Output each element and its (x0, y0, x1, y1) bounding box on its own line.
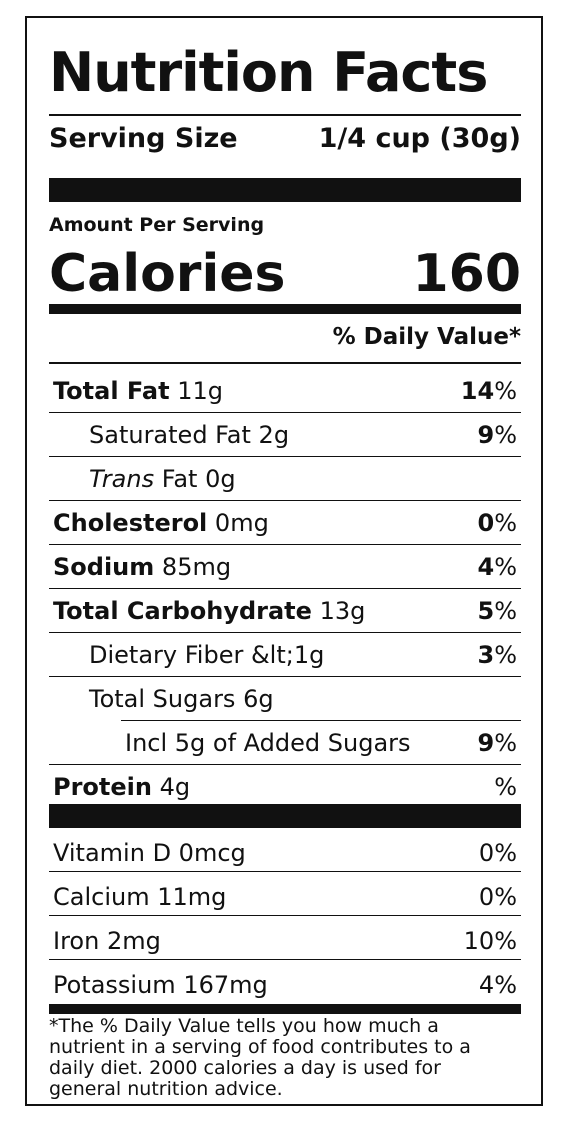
dv-symbol: % (494, 729, 517, 757)
nutrient-amount: 2g (258, 421, 290, 449)
nutrient-row-dietary-fiber: Dietary Fiber &lt;1g 3% (53, 634, 517, 676)
serving-size-value: 1/4 cup (30g) (318, 122, 521, 154)
nutrient-label: Saturated Fat 2g (89, 421, 289, 449)
nutrient-name: Total Fat (53, 377, 170, 405)
row-divider (49, 915, 521, 916)
nutrient-name: Total Carbohydrate (53, 597, 312, 625)
nutrient-name: Protein (53, 773, 152, 801)
vitamin-dv: 4% (478, 971, 517, 999)
dv-symbol: % (494, 553, 517, 581)
vitamin-row-potassium: Potassium 167mg 4% (53, 964, 517, 1006)
nutrient-amount: 0mg (214, 509, 269, 537)
vitamin-label: Iron 2mg (53, 927, 161, 955)
dv-number: 0 (477, 509, 495, 537)
nutrient-amount: 85mg (161, 553, 232, 581)
calories-row: Calories 160 (49, 244, 521, 304)
nutrient-dv: 9% (477, 729, 517, 757)
dv-number: 9 (477, 421, 495, 449)
row-divider (49, 676, 521, 677)
nutrient-dv: 14% (461, 377, 517, 405)
nutrient-row-total-carbohydrate: Total Carbohydrate 13g 5% (53, 590, 517, 632)
label-content: Nutrition Facts Serving Size 1/4 cup (30… (49, 18, 521, 1104)
dv-number: 14 (460, 377, 495, 405)
label-title: Nutrition Facts (49, 41, 488, 104)
nutrient-dv: 4% (477, 553, 517, 581)
thick-bar-top (49, 178, 521, 202)
dv-symbol: % (494, 421, 517, 449)
amount-per-serving: Amount Per Serving (49, 214, 265, 236)
nutrient-dv: % (494, 773, 517, 801)
vitamin-label: Calcium 11mg (53, 883, 227, 911)
vitamin-row-vitamin-d: Vitamin D 0mcg 0% (53, 832, 517, 874)
vitamin-label: Vitamin D 0mcg (53, 839, 246, 867)
row-divider (49, 500, 521, 501)
dv-symbol: % (494, 597, 517, 625)
thick-bar-vitamins (49, 804, 521, 828)
nutrient-row-total-sugars: Total Sugars 6g (53, 678, 517, 720)
dv-number: 4 (477, 553, 495, 581)
nutrient-dv: 0% (477, 509, 517, 537)
vitamin-dv: 0% (478, 839, 517, 867)
nutrient-label: Cholesterol 0mg (53, 509, 269, 537)
daily-value-footnote: *The % Daily Value tells you how much a … (49, 1015, 471, 1100)
row-divider (49, 412, 521, 413)
calories-rule (49, 304, 521, 314)
nutrient-row-total-fat: Total Fat 11g 14% (53, 370, 517, 412)
nutrient-row-saturated-fat: Saturated Fat 2g 9% (53, 414, 517, 456)
row-divider (49, 544, 521, 545)
nutrient-amount: 11g (177, 377, 223, 405)
row-divider (49, 632, 521, 633)
dv-symbol: % (494, 509, 517, 537)
nutrient-row-added-sugars: Incl 5g of Added Sugars 9% (53, 722, 517, 764)
title-rule (49, 114, 521, 116)
calories-value: 160 (412, 244, 521, 304)
nutrient-name: Saturated Fat (89, 421, 251, 449)
dv-number: 9 (477, 729, 495, 757)
nutrition-facts-label: Nutrition Facts Serving Size 1/4 cup (30… (25, 16, 543, 1106)
nutrient-label: Total Carbohydrate 13g (53, 597, 365, 625)
row-divider (49, 959, 521, 960)
nutrient-name: Cholesterol (53, 509, 208, 537)
dv-header-rule (49, 362, 521, 364)
vitamin-row-iron: Iron 2mg 10% (53, 920, 517, 962)
vitamin-dv: 10% (463, 927, 517, 955)
dv-number: 5 (477, 597, 495, 625)
nutrient-label: Total Fat 11g (53, 377, 223, 405)
nutrient-label: Trans Fat 0g (89, 465, 236, 493)
vitamin-label: Potassium 167mg (53, 971, 268, 999)
serving-size-label: Serving Size (49, 122, 238, 154)
nutrient-row-sodium: Sodium 85mg 4% (53, 546, 517, 588)
nutrient-row-cholesterol: Cholesterol 0mg 0% (53, 502, 517, 544)
row-divider (121, 720, 521, 721)
calories-label: Calories (49, 244, 286, 304)
daily-value-header: % Daily Value* (332, 324, 521, 350)
row-divider (49, 871, 521, 872)
nutrient-label: Total Sugars 6g (89, 685, 274, 713)
dv-symbol: % (494, 641, 517, 669)
dv-number: 3 (477, 641, 495, 669)
row-divider (49, 764, 521, 765)
serving-size-row: Serving Size 1/4 cup (30g) (49, 120, 521, 156)
nutrient-name-italic: Trans (89, 465, 155, 493)
row-divider (49, 588, 521, 589)
nutrient-dv: 3% (477, 641, 517, 669)
nutrient-name: Sodium (53, 553, 155, 581)
vitamin-dv: 0% (478, 883, 517, 911)
nutrient-row-protein: Protein 4g % (53, 766, 517, 808)
nutrient-label: Protein 4g (53, 773, 190, 801)
nutrient-dv: 9% (477, 421, 517, 449)
nutrient-row-trans-fat: Trans Fat 0g (53, 458, 517, 500)
footnote-rule (49, 1004, 521, 1014)
nutrient-amount: 13g (319, 597, 366, 625)
dv-symbol: % (494, 773, 517, 801)
nutrient-dv: 5% (477, 597, 517, 625)
vitamin-row-calcium: Calcium 11mg 0% (53, 876, 517, 918)
nutrient-label: Sodium 85mg (53, 553, 231, 581)
nutrient-amount: 4g (159, 773, 191, 801)
dv-symbol: % (494, 377, 517, 405)
nutrient-label: Dietary Fiber &lt;1g (89, 641, 325, 669)
row-divider (49, 456, 521, 457)
nutrient-label: Incl 5g of Added Sugars (125, 729, 411, 757)
nutrient-name-rest: Fat 0g (161, 465, 236, 493)
